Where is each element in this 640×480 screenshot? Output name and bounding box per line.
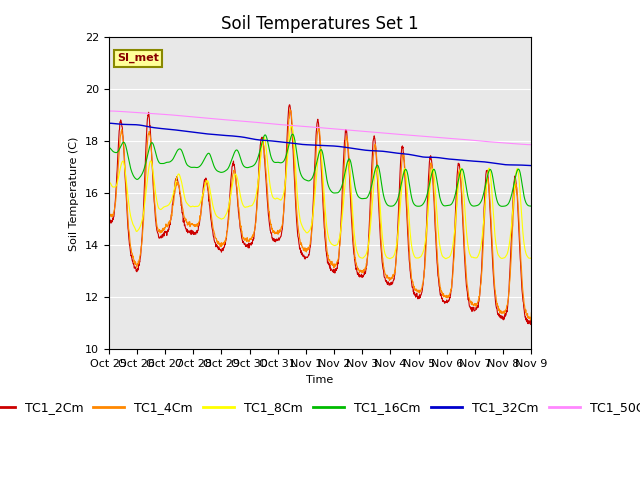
TC1_2Cm — [385, 281, 393, 287]
TC1_32Cm — [199, 131, 207, 136]
TC1_16Cm — [498, 204, 506, 209]
TC1_50Cm — [189, 114, 196, 120]
Text: SI_met: SI_met — [117, 53, 159, 63]
TC1_4Cm — [189, 221, 196, 227]
TC1_4Cm — [477, 275, 485, 281]
TC1_50Cm — [385, 131, 392, 136]
TC1_8Cm — [385, 255, 393, 261]
TC1_32Cm — [527, 163, 535, 168]
TC1_4Cm — [105, 207, 113, 213]
TC1_8Cm — [246, 203, 254, 209]
TC1_32Cm — [189, 129, 196, 135]
TC1_16Cm — [105, 144, 113, 150]
TC1_8Cm — [527, 255, 535, 261]
TC1_8Cm — [440, 255, 448, 261]
TC1_2Cm — [477, 270, 485, 276]
Line: TC1_8Cm: TC1_8Cm — [109, 125, 531, 259]
TC1_16Cm — [527, 203, 535, 209]
TC1_4Cm — [440, 293, 448, 299]
TC1_4Cm — [246, 236, 254, 241]
TC1_2Cm — [189, 230, 196, 236]
TC1_4Cm — [527, 317, 535, 323]
TC1_32Cm — [385, 149, 392, 155]
TC1_8Cm — [199, 192, 207, 197]
Legend: TC1_2Cm, TC1_4Cm, TC1_8Cm, TC1_16Cm, TC1_32Cm, TC1_50Cm: TC1_2Cm, TC1_4Cm, TC1_8Cm, TC1_16Cm, TC1… — [0, 396, 640, 419]
TC1_2Cm — [440, 300, 448, 305]
Line: TC1_16Cm: TC1_16Cm — [109, 134, 531, 206]
TC1_2Cm — [527, 322, 535, 327]
TC1_4Cm — [199, 196, 207, 202]
TC1_50Cm — [440, 135, 447, 141]
Line: TC1_50Cm: TC1_50Cm — [109, 111, 531, 144]
TC1_50Cm — [477, 138, 485, 144]
TC1_50Cm — [246, 119, 254, 125]
TC1_16Cm — [199, 159, 207, 165]
Line: TC1_2Cm: TC1_2Cm — [109, 105, 531, 324]
TC1_50Cm — [105, 108, 113, 114]
TC1_8Cm — [189, 204, 196, 209]
TC1_2Cm — [105, 218, 113, 224]
TC1_32Cm — [246, 135, 254, 141]
TC1_16Cm — [440, 203, 448, 209]
TC1_4Cm — [385, 276, 393, 281]
TC1_16Cm — [189, 165, 196, 170]
TC1_16Cm — [289, 132, 296, 137]
TC1_50Cm — [527, 142, 535, 147]
Line: TC1_32Cm: TC1_32Cm — [109, 123, 531, 166]
TC1_2Cm — [246, 241, 254, 247]
TC1_2Cm — [199, 192, 207, 198]
TC1_8Cm — [105, 179, 113, 184]
TC1_2Cm — [285, 102, 293, 108]
TC1_4Cm — [286, 107, 294, 113]
Y-axis label: Soil Temperature (C): Soil Temperature (C) — [69, 136, 79, 251]
TC1_32Cm — [105, 120, 113, 126]
TC1_8Cm — [478, 238, 486, 243]
TC1_32Cm — [440, 156, 447, 161]
Title: Soil Temperatures Set 1: Soil Temperatures Set 1 — [221, 15, 419, 33]
TC1_4Cm — [527, 310, 535, 316]
TC1_16Cm — [246, 164, 254, 170]
TC1_32Cm — [477, 159, 485, 165]
TC1_2Cm — [527, 316, 535, 322]
TC1_50Cm — [199, 115, 207, 120]
X-axis label: Time: Time — [307, 374, 333, 384]
Line: TC1_4Cm: TC1_4Cm — [109, 110, 531, 320]
TC1_8Cm — [442, 256, 449, 262]
TC1_16Cm — [385, 203, 393, 209]
TC1_8Cm — [288, 122, 296, 128]
TC1_16Cm — [477, 198, 485, 204]
